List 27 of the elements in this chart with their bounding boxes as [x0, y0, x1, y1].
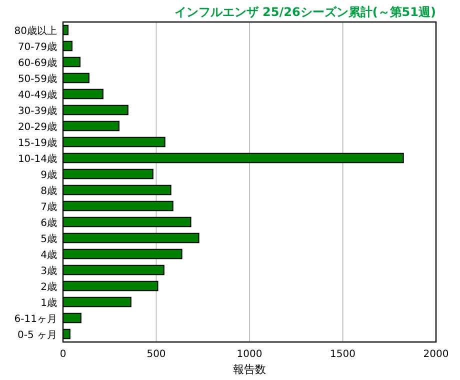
- y-tick-label: 4歳: [40, 249, 57, 261]
- y-tick-label: 3歳: [40, 265, 57, 277]
- y-tick-label: 6-11ヶ月: [14, 314, 57, 325]
- y-tick-label: 6歳: [40, 217, 57, 229]
- x-tick-label: 1500: [330, 349, 356, 360]
- y-tick-label: 9歳: [40, 169, 57, 181]
- y-tick-label: 2歳: [40, 281, 57, 293]
- y-tick-label: 20-29歳: [18, 121, 57, 133]
- y-tick-label: 30-39歳: [18, 105, 57, 117]
- y-tick-label: 15-19歳: [18, 137, 57, 149]
- y-tick-label: 50-59歳: [18, 73, 57, 85]
- x-tick-label: 0: [60, 349, 66, 360]
- y-tick-label: 10-14歳: [18, 153, 57, 165]
- x-tick-label: 1000: [236, 349, 262, 360]
- y-tick-label: 1歳: [40, 297, 57, 309]
- x-tick-label: 500: [146, 349, 166, 360]
- y-tick-label: 0-5 ヶ月: [17, 330, 57, 341]
- y-tick-label: 60-69歳: [18, 57, 57, 69]
- y-tick-label: 40-49歳: [18, 89, 57, 101]
- y-tick-label: 70-79歳: [18, 41, 57, 53]
- x-axis-title: 報告数: [233, 363, 266, 376]
- chart-title: インフルエンザ 25/26シーズン累計(～第51週): [174, 5, 436, 19]
- y-tick-label: 7歳: [40, 201, 57, 213]
- y-tick-label: 5歳: [40, 233, 57, 245]
- y-tick-label: 8歳: [40, 185, 57, 197]
- y-tick-label: 80歳以上: [14, 25, 57, 37]
- x-tick-label: 2000: [423, 349, 449, 360]
